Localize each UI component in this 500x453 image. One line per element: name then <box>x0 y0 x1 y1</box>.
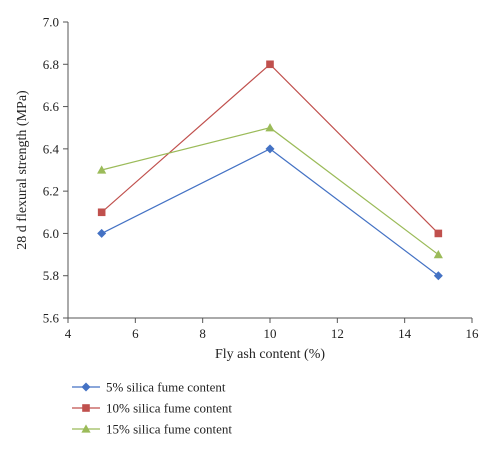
y-tick-label: 6.2 <box>43 184 59 199</box>
x-axis-title: Fly ash content (%) <box>215 347 325 362</box>
legend-item: 10% silica fume content <box>72 401 232 416</box>
series-1 <box>97 144 443 281</box>
y-tick-label: 6.6 <box>43 99 60 114</box>
data-point-diamond <box>433 271 443 281</box>
data-point-square <box>266 60 274 69</box>
data-point-diamond <box>265 144 275 154</box>
data-point-square <box>434 229 443 238</box>
y-tick-label: 6.8 <box>43 57 59 72</box>
x-tick-label: 4 <box>65 326 72 341</box>
x-tick-label: 6 <box>132 326 139 341</box>
legend-label: 10% silica fume content <box>106 401 232 416</box>
data-point-triangle <box>265 123 275 132</box>
legend-marker-triangle <box>81 424 91 433</box>
y-axis-ticks: 5.6 5.8 6.0 6.2 6.4 6.6 6.8 7.0 <box>43 15 68 326</box>
series-2 <box>97 60 443 238</box>
y-tick-label: 6.4 <box>43 141 60 156</box>
data-series <box>97 60 443 281</box>
y-axis-title: 28 d flexural strength (MPa) <box>15 90 30 250</box>
x-tick-label: 10 <box>264 326 277 341</box>
legend-item: 15% silica fume content <box>72 422 232 437</box>
y-tick-label: 5.6 <box>43 311 60 326</box>
legend: 5% silica fume content 10% silica fume co… <box>72 380 232 437</box>
x-axis-ticks: 4 6 8 10 12 14 16 <box>65 318 479 341</box>
x-tick-label: 8 <box>199 326 206 341</box>
legend-item: 5% silica fume content <box>72 380 226 395</box>
x-tick-label: 12 <box>331 326 344 341</box>
legend-marker-square <box>82 404 90 412</box>
y-tick-label: 7.0 <box>43 15 59 30</box>
data-point-diamond <box>97 228 107 238</box>
legend-label: 15% silica fume content <box>106 422 232 437</box>
x-tick-label: 14 <box>398 326 412 341</box>
legend-label: 5% silica fume content <box>106 380 226 395</box>
x-tick-label: 16 <box>466 326 480 341</box>
plot-area: 4 6 8 10 12 14 16 5.6 5.8 6.0 6.2 6.4 6.6 6.8 7.0 <box>43 15 479 342</box>
data-point-square <box>97 208 106 217</box>
data-point-triangle <box>433 249 443 259</box>
data-point-triangle <box>97 165 107 174</box>
y-tick-label: 5.8 <box>43 268 59 283</box>
y-tick-label: 6.0 <box>43 226 59 241</box>
legend-marker-diamond <box>81 382 91 392</box>
series-3 <box>97 123 443 259</box>
